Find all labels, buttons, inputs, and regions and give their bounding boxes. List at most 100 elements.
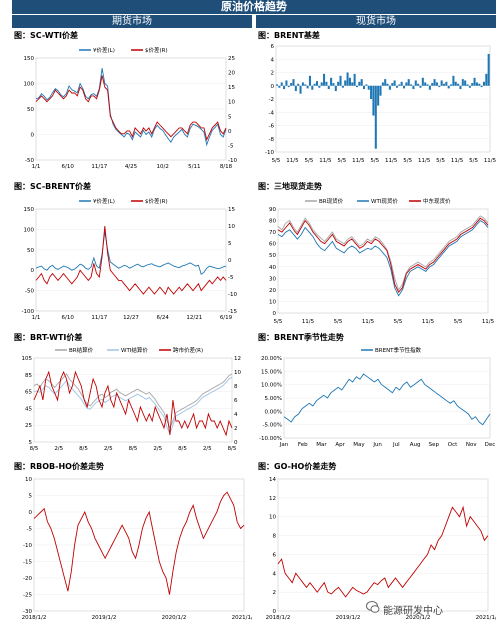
bar	[363, 85, 366, 90]
bar	[461, 79, 464, 86]
series-line-2	[277, 217, 489, 294]
y2-tick-label: 4	[234, 412, 238, 418]
bar	[384, 79, 387, 86]
chart-title-brent-season: 图：BRENT季节性走势	[258, 333, 344, 342]
bar	[313, 83, 316, 86]
x-tick-label: 5/5	[272, 158, 281, 164]
bar	[407, 79, 410, 86]
chart-brt-wti: 5 25 45 65 85 105 0 2 4 6 8 10 12 8/5 2/5 8/5 2/5 8/5 2/5 8…	[22, 346, 242, 452]
x-tick-label: Dec	[485, 442, 496, 448]
y-tick-label: -100	[22, 309, 35, 315]
y-tick-label: -50	[25, 158, 34, 164]
y-tick-label: 10	[269, 299, 276, 305]
bar	[285, 80, 288, 86]
y-tick-label: -10.00%	[259, 436, 282, 442]
x-tick-label: 11/5	[362, 319, 375, 325]
bar	[318, 85, 321, 88]
bar	[325, 81, 328, 86]
series-line-1	[277, 220, 489, 297]
y-tick-label: 0	[273, 609, 277, 615]
y-tick-label: 8	[273, 534, 277, 540]
y2-tick-label: -10	[228, 292, 237, 298]
x-tick-label: 12/27	[123, 315, 139, 321]
x-tick-label: 11/17	[91, 315, 107, 321]
x-tick-label: 11/17	[91, 164, 107, 170]
bar	[464, 80, 467, 86]
x-tick-label: Nov	[466, 442, 477, 448]
y-tick-label: 2	[271, 71, 275, 77]
y-tick-label: 45	[25, 406, 32, 412]
y2-tick-label: 12	[234, 356, 241, 362]
x-tick-label: 8/5	[30, 446, 39, 452]
series-line-0	[283, 373, 491, 426]
wechat-icon	[366, 601, 380, 613]
bar	[471, 83, 474, 86]
bar	[402, 85, 406, 89]
bar	[372, 85, 375, 116]
legend-label: ¥价差(L)	[93, 46, 115, 54]
bar	[478, 83, 481, 86]
x-tick-label: 11/5	[302, 319, 315, 325]
bar	[287, 85, 290, 88]
legend-label: $价差(R)	[145, 46, 168, 54]
bar	[482, 81, 485, 86]
y-tick-label: 60	[269, 242, 276, 248]
x-tick-label: 2019/1/2	[92, 615, 117, 621]
y-tick-label: 0	[271, 84, 275, 90]
plot-area	[277, 478, 489, 612]
y-tick-label: 0.00%	[265, 409, 282, 415]
y-tick-label: 15.00%	[261, 369, 282, 375]
bar	[315, 81, 319, 86]
y-tick-label: -50	[25, 289, 34, 295]
bar	[276, 84, 279, 86]
bar	[283, 85, 286, 90]
bar	[341, 85, 344, 88]
x-tick-label: 11/5	[319, 158, 332, 164]
futures-section-header: 期货市场	[12, 15, 252, 28]
y2-tick-label: -5	[228, 275, 234, 281]
legend-label: BRENT季节性指数	[375, 346, 422, 354]
bar	[424, 82, 427, 86]
series-line-0	[277, 215, 489, 291]
y-tick-label: 100	[24, 82, 35, 88]
y-tick-label: 6	[273, 552, 277, 558]
x-tick-label: 2/5	[54, 446, 63, 452]
y2-tick-label: 8	[234, 384, 238, 390]
bar	[299, 85, 302, 94]
chart-title-go-ho: 图：GO-HO价差走势	[258, 462, 337, 471]
x-tick-label: 5/5	[403, 158, 412, 164]
legend-label: BR现货价	[319, 197, 344, 205]
x-tick-label: 8/5	[228, 446, 237, 452]
bar	[454, 81, 457, 86]
x-tick-label: 11/5	[286, 158, 299, 164]
x-tick-label: 11/5	[482, 319, 495, 325]
x-tick-label: 8/5	[79, 446, 88, 452]
bar	[395, 85, 398, 88]
y-tick-label: 80	[269, 219, 276, 225]
y-tick-label: 2	[273, 590, 277, 596]
y2-tick-label: 0	[228, 129, 232, 135]
x-tick-label: 11/5	[422, 319, 435, 325]
bar	[358, 81, 361, 86]
x-tick-label: May	[353, 442, 365, 448]
y-tick-label: -20	[23, 576, 32, 582]
bar	[475, 82, 478, 86]
y2-tick-label: -15	[228, 309, 237, 315]
bar	[297, 83, 300, 86]
x-tick-label: 6/10	[61, 164, 74, 170]
x-tick-label: 10/2	[156, 164, 168, 170]
x-tick-label: 2/5	[203, 446, 212, 452]
x-tick-label: Mar	[316, 442, 327, 448]
bar	[435, 82, 438, 86]
x-tick-label: Aug	[410, 442, 421, 448]
y-tick-label: 14	[269, 477, 276, 483]
y2-tick-label: 5	[228, 241, 232, 247]
bar	[353, 73, 356, 86]
legend-label: $价差(R)	[145, 197, 168, 205]
y-tick-label: 5	[29, 440, 33, 446]
bar	[400, 81, 403, 86]
watermark-text: 能源研发中心	[383, 606, 443, 617]
y2-tick-label: 15	[228, 85, 235, 91]
y-tick-label: 10	[269, 515, 276, 521]
